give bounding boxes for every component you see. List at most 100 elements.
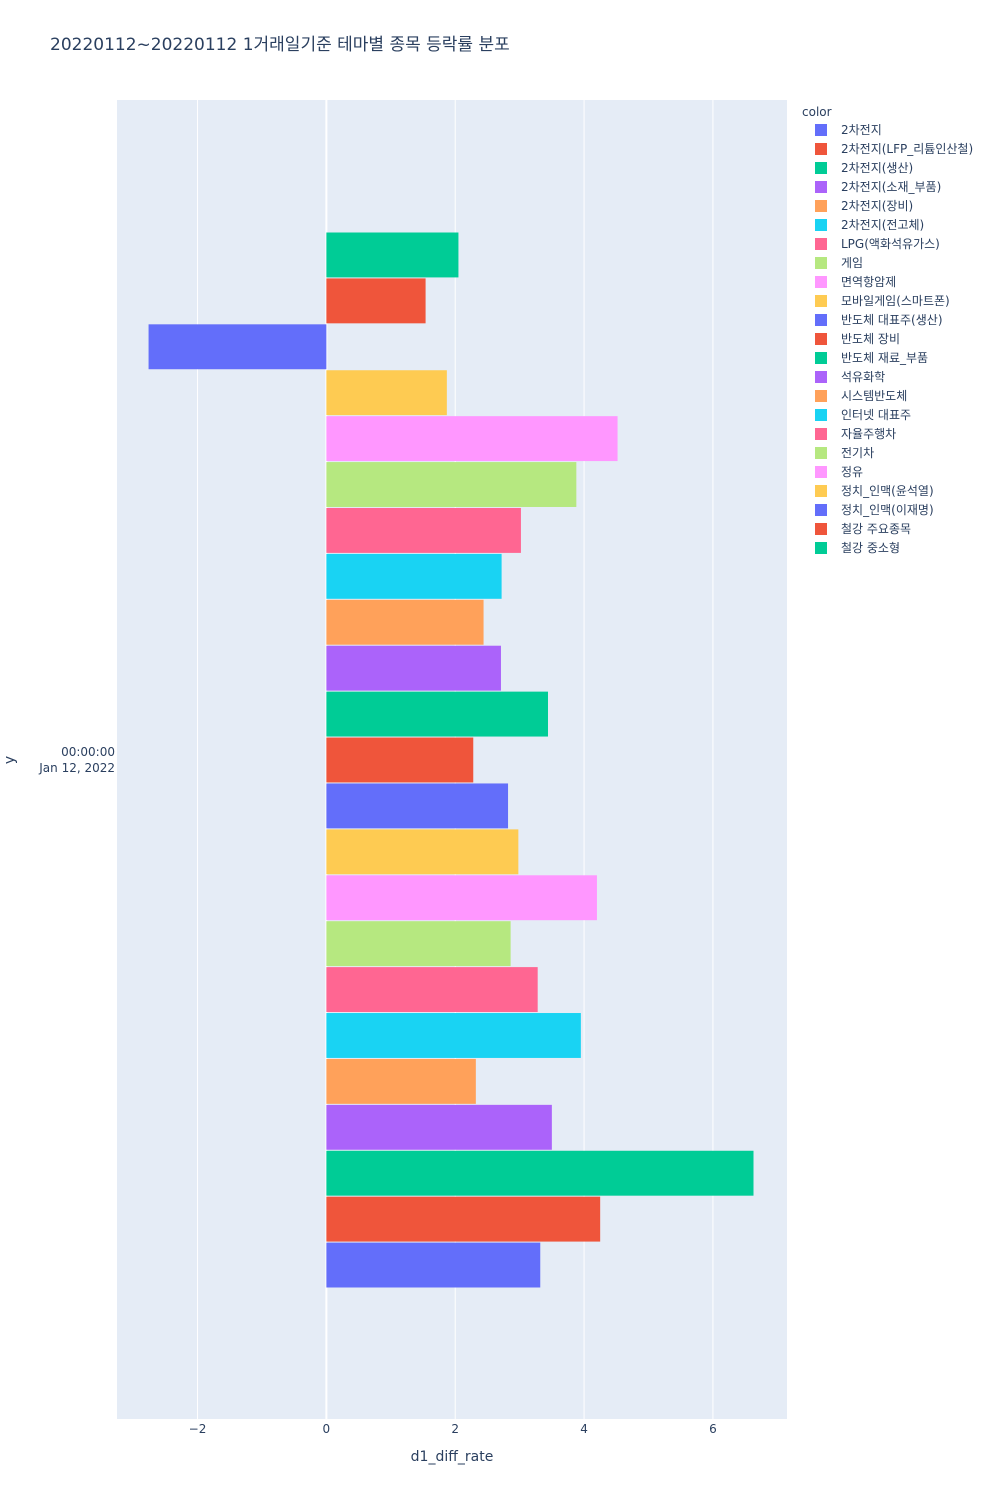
legend-item[interactable]: 2차전지(소재_부품): [815, 180, 941, 194]
legend-label: 게임: [841, 256, 863, 270]
legend-swatch: [815, 409, 827, 421]
legend-label: 반도체 재료_부품: [841, 351, 928, 365]
legend-item[interactable]: 게임: [815, 256, 863, 270]
legend-item[interactable]: 철강 중소형: [815, 541, 900, 555]
legend-label: 2차전지(LFP_리튬인산철): [841, 142, 973, 156]
x-tick-label: 4: [580, 1422, 588, 1436]
legend-item[interactable]: 반도체 재료_부품: [815, 351, 928, 365]
x-tick-label: 6: [709, 1422, 717, 1436]
legend-item[interactable]: 2차전지: [815, 123, 882, 137]
bar[interactable]: [326, 1058, 476, 1104]
legend-label: 정치_인맥(윤석열): [841, 484, 934, 498]
bars: [148, 232, 754, 1288]
legend-item[interactable]: 전기차: [815, 446, 874, 460]
legend-label: 반도체 대표주(생산): [841, 313, 943, 327]
legend-label: 2차전지(소재_부품): [841, 180, 941, 194]
legend: 2차전지 2차전지(LFP_리튬인산철) 2차전지(생산) 2차전지(소재_부품) 2차…: [815, 123, 973, 555]
legend-label: 면역항암제: [841, 275, 896, 289]
bar[interactable]: [326, 599, 484, 645]
bar[interactable]: [326, 875, 597, 921]
legend-swatch: [815, 238, 827, 250]
legend-item[interactable]: 면역항암제: [815, 275, 896, 289]
bar[interactable]: [326, 507, 521, 553]
legend-swatch: [815, 371, 827, 383]
bar[interactable]: [326, 691, 548, 737]
legend-swatch: [815, 333, 827, 345]
legend-label: 정유: [841, 465, 863, 479]
legend-item[interactable]: 석유화학: [815, 370, 885, 384]
legend-item[interactable]: 2차전지(LFP_리튬인산철): [815, 142, 973, 156]
legend-item[interactable]: 철강 주요종목: [815, 522, 911, 536]
legend-swatch: [815, 257, 827, 269]
legend-item[interactable]: 반도체 대표주(생산): [815, 313, 943, 327]
bar[interactable]: [326, 1013, 581, 1058]
legend-swatch: [815, 162, 827, 174]
x-tick-labels: −2 0 2 4 6: [189, 1422, 717, 1436]
legend-item[interactable]: 인터넷 대표주: [815, 408, 911, 422]
x-tick-label: −2: [189, 1422, 207, 1436]
legend-label: 석유화학: [841, 370, 885, 384]
legend-swatch: [815, 504, 827, 516]
bar[interactable]: [326, 1104, 552, 1150]
y-category-label-line1: 00:00:00: [61, 745, 115, 759]
legend-label: 철강 주요종목: [841, 522, 911, 536]
legend-label: 정치_인맥(이재명): [841, 503, 934, 517]
bar[interactable]: [326, 783, 509, 829]
bar[interactable]: [326, 829, 519, 875]
chart-title: 20220112~20220112 1거래일기준 테마별 종목 등락률 분포: [50, 35, 510, 55]
legend-item[interactable]: 반도체 장비: [815, 332, 900, 346]
legend-swatch: [815, 200, 827, 212]
legend-label: 2차전지(장비): [841, 199, 913, 213]
legend-swatch: [815, 143, 827, 155]
legend-item[interactable]: 시스템반도체: [815, 389, 907, 403]
legend-swatch: [815, 523, 827, 535]
legend-label: 모바일게임(스마트폰): [841, 294, 950, 308]
x-axis-title: d1_diff_rate: [411, 1449, 494, 1465]
legend-item[interactable]: 2차전지(전고체): [815, 218, 924, 232]
x-tick-label: 0: [323, 1422, 331, 1436]
legend-title: color: [802, 105, 832, 119]
legend-swatch: [815, 485, 827, 497]
legend-swatch: [815, 352, 827, 364]
bar[interactable]: [326, 967, 538, 1013]
legend-swatch: [815, 276, 827, 288]
legend-swatch: [815, 390, 827, 402]
legend-swatch: [815, 447, 827, 459]
x-tick-label: 2: [451, 1422, 459, 1436]
legend-label: 2차전지(생산): [841, 161, 913, 175]
legend-label: 철강 중소형: [841, 541, 900, 555]
legend-swatch: [815, 124, 827, 136]
legend-swatch: [815, 295, 827, 307]
bar[interactable]: [326, 1196, 601, 1242]
legend-item[interactable]: LPG(액화석유가스): [815, 237, 940, 251]
legend-item[interactable]: 모바일게임(스마트폰): [815, 294, 950, 308]
legend-item[interactable]: 2차전지(장비): [815, 199, 913, 213]
bar[interactable]: [326, 645, 501, 691]
bar[interactable]: [326, 553, 502, 599]
bar[interactable]: [326, 1242, 541, 1288]
legend-item[interactable]: 정치_인맥(이재명): [815, 503, 934, 517]
bar[interactable]: [326, 278, 426, 324]
legend-item[interactable]: 정유: [815, 465, 863, 479]
legend-swatch: [815, 181, 827, 193]
bar[interactable]: [148, 324, 327, 370]
bar[interactable]: [326, 416, 618, 462]
legend-label: 반도체 장비: [841, 332, 900, 346]
bar[interactable]: [326, 1150, 754, 1196]
bar[interactable]: [326, 462, 577, 507]
legend-item[interactable]: 2차전지(생산): [815, 161, 913, 175]
legend-swatch: [815, 219, 827, 231]
y-category-label-line2: Jan 12, 2022: [38, 761, 115, 775]
bar[interactable]: [326, 232, 459, 278]
legend-swatch: [815, 466, 827, 478]
bar[interactable]: [326, 370, 447, 416]
legend-item[interactable]: 정치_인맥(윤석열): [815, 484, 934, 498]
bar[interactable]: [326, 921, 511, 967]
legend-label: 전기차: [841, 446, 874, 460]
legend-swatch: [815, 542, 827, 554]
bar[interactable]: [326, 737, 474, 783]
legend-item[interactable]: 자율주행차: [815, 426, 896, 441]
legend-label: 자율주행차: [841, 426, 896, 441]
legend-swatch: [815, 314, 827, 326]
